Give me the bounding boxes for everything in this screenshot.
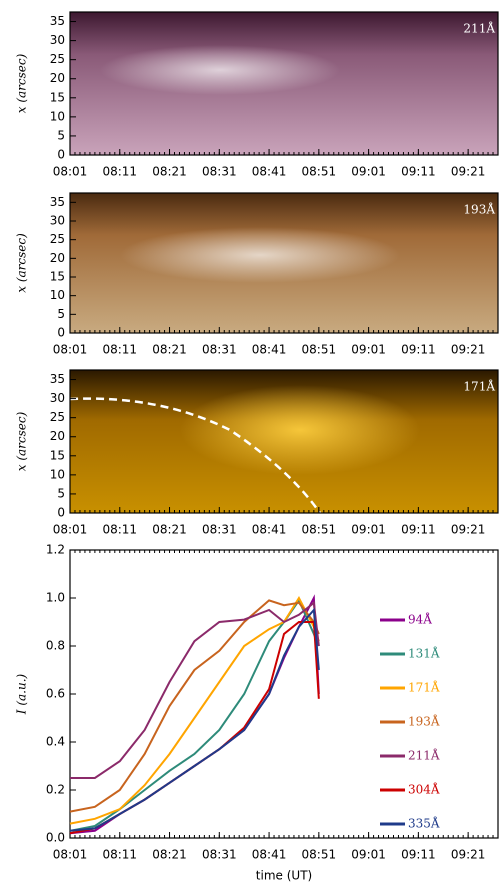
series-line — [69, 621, 320, 835]
y-tick-label: 0.6 — [46, 687, 65, 701]
x-tick-label: 08:31 — [202, 165, 237, 179]
y-tick-label: 0 — [57, 148, 65, 162]
y-tick-label: 25 — [50, 52, 65, 66]
y-tick-label: 10 — [50, 109, 65, 123]
x-tick-label: 08:21 — [152, 165, 187, 179]
x-tick-label: 08:11 — [102, 523, 137, 537]
image-backgrounds — [69, 12, 498, 514]
y-tick-label: 30 — [50, 391, 65, 405]
y-tick-label: 25 — [50, 410, 65, 424]
x-tick-label: 08:31 — [202, 343, 237, 357]
x-tick-label: 08:41 — [252, 523, 287, 537]
y-tick-label: 35 — [50, 195, 65, 209]
legend-label: 193Å — [408, 714, 440, 729]
x-tick-label: 08:01 — [53, 165, 88, 179]
legend-label: 171Å — [408, 680, 440, 695]
y-tick-label: 0 — [57, 506, 65, 520]
x-tick-label: 08:41 — [252, 165, 287, 179]
y-tick-label: 0.0 — [46, 831, 65, 845]
x-tick-label: 08:11 — [102, 848, 137, 862]
x-tick-label: 09:01 — [351, 165, 386, 179]
y-tick-label: 5 — [57, 128, 65, 142]
y-tick-label: 20 — [50, 71, 65, 85]
x-tick-label: 09:01 — [351, 523, 386, 537]
y-tick-label: 0.2 — [46, 783, 65, 797]
y-tick-label: 20 — [50, 429, 65, 443]
legend-label: 304Å — [408, 782, 440, 797]
legend-label: 131Å — [408, 646, 440, 661]
plot-frame — [69, 369, 499, 514]
panel-label: 211Å — [463, 21, 495, 36]
x-tick-label: 09:21 — [451, 523, 486, 537]
plot-frame — [69, 549, 499, 839]
y-tick-label: 0 — [57, 326, 65, 340]
y-tick-label: 30 — [50, 214, 65, 228]
series-line — [69, 607, 320, 832]
x-axis-label: time (UT) — [256, 869, 312, 883]
x-tick-label: 08:51 — [302, 343, 337, 357]
x-tick-label: 09:01 — [351, 848, 386, 862]
x-tick-label: 08:31 — [202, 523, 237, 537]
series-line — [69, 599, 320, 813]
y-tick-label: 1.0 — [46, 591, 65, 605]
x-tick-label: 08:11 — [102, 343, 137, 357]
series-line — [69, 595, 320, 825]
x-tick-label: 09:21 — [451, 165, 486, 179]
y-axis-label: x (arcsec) — [15, 411, 29, 471]
series-line — [69, 598, 320, 832]
y-tick-label: 0.4 — [46, 735, 65, 749]
series-line — [70, 600, 320, 779]
y-tick-label: 20 — [50, 251, 65, 265]
x-tick-label: 08:31 — [202, 848, 237, 862]
y-axis-label: I (a.u.) — [15, 673, 29, 715]
y-tick-label: 10 — [50, 288, 65, 302]
x-tick-label: 08:01 — [53, 343, 88, 357]
y-tick-label: 15 — [50, 448, 65, 462]
x-tick-label: 08:01 — [53, 848, 88, 862]
x-tick-label: 09:11 — [401, 343, 436, 357]
x-tick-label: 08:51 — [302, 165, 337, 179]
y-tick-label: 35 — [50, 372, 65, 386]
y-axis-label: x (arcsec) — [15, 233, 29, 293]
y-tick-label: 15 — [50, 270, 65, 284]
x-tick-label: 08:41 — [252, 848, 287, 862]
x-tick-label: 08:51 — [302, 523, 337, 537]
y-tick-label: 5 — [57, 307, 65, 321]
x-tick-label: 08:41 — [252, 343, 287, 357]
y-tick-label: 35 — [50, 14, 65, 28]
x-tick-label: 08:01 — [53, 523, 88, 537]
x-tick-label: 09:11 — [401, 848, 436, 862]
x-tick-label: 08:51 — [302, 848, 337, 862]
plot-frame — [69, 11, 499, 156]
y-axis-label: x (arcsec) — [15, 53, 29, 113]
y-tick-label: 5 — [57, 486, 65, 500]
y-tick-label: 0.8 — [46, 639, 65, 653]
y-tick-label: 25 — [50, 232, 65, 246]
legend-label: 335Å — [408, 816, 440, 831]
y-tick-label: 15 — [50, 90, 65, 104]
x-tick-label: 08:21 — [152, 523, 187, 537]
panel-label: 171Å — [463, 379, 495, 394]
y-tick-label: 10 — [50, 467, 65, 481]
legend-label: 211Å — [408, 748, 440, 763]
x-tick-label: 09:21 — [451, 848, 486, 862]
x-tick-label: 08:21 — [152, 343, 187, 357]
x-tick-label: 08:11 — [102, 165, 137, 179]
y-tick-label: 1.2 — [46, 543, 65, 557]
panel-label: 193Å — [463, 202, 495, 217]
legend-label: 94Å — [408, 612, 432, 627]
x-tick-label: 09:11 — [401, 165, 436, 179]
plot-frame — [69, 192, 499, 334]
y-tick-label: 30 — [50, 33, 65, 47]
x-tick-label: 08:21 — [152, 848, 187, 862]
x-tick-label: 09:01 — [351, 343, 386, 357]
x-tick-label: 09:21 — [451, 343, 486, 357]
x-tick-label: 09:11 — [401, 523, 436, 537]
